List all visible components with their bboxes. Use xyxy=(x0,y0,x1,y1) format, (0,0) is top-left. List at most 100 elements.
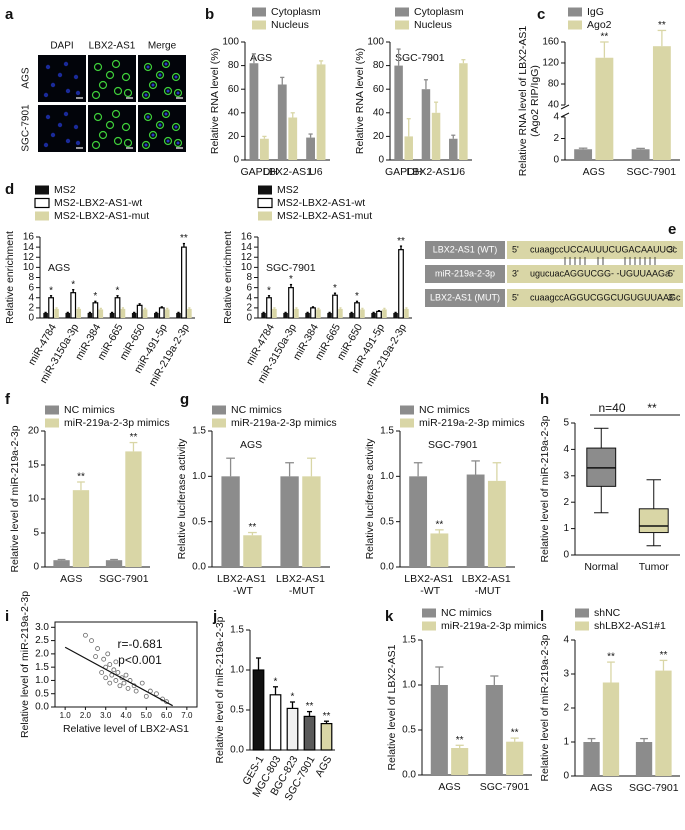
cell-signal xyxy=(141,140,151,150)
point xyxy=(99,670,105,675)
cell-signal xyxy=(161,109,171,119)
bar xyxy=(459,63,468,160)
bar xyxy=(280,476,299,567)
bar xyxy=(376,310,382,319)
nucleus-dot xyxy=(151,83,155,87)
x-tick-label: 4.0 xyxy=(120,711,132,720)
significance-label: ** xyxy=(660,650,668,661)
bar xyxy=(349,312,354,318)
y-axis-label: Relative level of miR-219a-2-3p xyxy=(214,616,226,763)
x-tick-label: U6 xyxy=(309,166,323,178)
legend-label: IgG xyxy=(587,6,604,18)
cell-signal xyxy=(155,120,165,130)
bar xyxy=(243,535,262,567)
chart-title: SGC-7901 xyxy=(266,262,316,274)
cell-signal xyxy=(111,109,121,119)
column-label: LBX2-AS1 xyxy=(89,41,136,52)
y-axis-label: Relative enrichment xyxy=(222,231,234,324)
sequence-name: LBX2-AS1 (MUT) xyxy=(430,292,500,302)
legend-swatch xyxy=(212,418,226,428)
bar xyxy=(269,694,282,751)
cell-signal xyxy=(141,90,151,100)
y-tick-label: 0.0 xyxy=(380,562,394,573)
sequence-end: 3' xyxy=(668,292,675,302)
bar xyxy=(631,149,650,160)
axis-break xyxy=(560,104,570,110)
significance-label: ** xyxy=(600,32,608,43)
cell-signal xyxy=(105,120,115,130)
x-tick-label: LBX2-AS1 -WT xyxy=(217,573,266,597)
point xyxy=(115,670,121,675)
legend-label: MS2-LBX2-AS1-wt xyxy=(277,197,365,209)
y-tick-label: 20 xyxy=(373,131,385,142)
nucleus-dot xyxy=(43,92,49,98)
bar xyxy=(54,308,59,318)
cell-signal xyxy=(155,70,165,80)
legend-label: shLBX2-AS1#1 xyxy=(594,620,666,632)
x-tick-label: 6.0 xyxy=(161,711,173,720)
bar xyxy=(487,480,506,567)
nucleus-dot xyxy=(65,88,71,94)
legend-swatch xyxy=(422,608,436,618)
significance-label: ** xyxy=(607,652,615,663)
y-tick-label: 1.0 xyxy=(380,471,394,482)
panel-letter: c xyxy=(537,6,545,23)
nucleus-dot xyxy=(174,125,178,129)
point xyxy=(154,691,159,697)
nucleus-dot xyxy=(166,139,170,143)
nucleus-dot xyxy=(176,141,180,145)
y-tick-label: 0 xyxy=(33,562,39,573)
y-axis-label: Relative level of miR-219a-2-3p xyxy=(539,415,551,562)
y-axis-label: Relative luciferase activity xyxy=(364,438,376,560)
y-tick-label: 6 xyxy=(28,282,34,293)
sequence-end: 5' xyxy=(512,292,519,302)
bar xyxy=(136,304,143,319)
nucleus-dot xyxy=(146,65,150,69)
significance-label: ** xyxy=(323,711,331,722)
bar xyxy=(283,312,288,318)
sequence-box xyxy=(507,265,683,283)
point xyxy=(101,656,107,662)
legend-swatch xyxy=(34,197,50,209)
y-tick-label: 40 xyxy=(373,107,385,118)
bar xyxy=(294,308,299,318)
y-tick-label: 0 xyxy=(233,155,239,166)
bar xyxy=(398,249,404,319)
legend-swatch xyxy=(400,418,414,428)
significance-label: ** xyxy=(456,735,464,746)
bar xyxy=(131,312,137,318)
x-tick-label: LBX2-AS1 -WT xyxy=(404,573,453,597)
y-tick-label: 12 xyxy=(241,252,253,263)
column-label: Merge xyxy=(148,41,177,52)
legend-swatch xyxy=(575,608,589,618)
bar xyxy=(221,476,240,567)
legend-swatch xyxy=(35,211,49,221)
y-tick-label: 2 xyxy=(553,133,559,144)
bar xyxy=(302,476,321,567)
nucleus-dot xyxy=(43,142,49,148)
legend-swatch xyxy=(258,185,272,195)
y-tick-label: 100 xyxy=(367,37,384,48)
x-tick-label: Normal xyxy=(584,561,618,573)
x-tick-label: 2.0 xyxy=(80,711,92,720)
bar xyxy=(652,46,671,161)
bar xyxy=(316,64,326,160)
legend-label: miR-219a-2-3p mimics xyxy=(419,417,525,429)
cell-signal xyxy=(143,112,153,122)
bar xyxy=(320,722,333,751)
y-tick-label: 0 xyxy=(378,155,384,166)
point xyxy=(143,693,149,699)
nucleus-dot xyxy=(63,61,69,67)
bar xyxy=(430,533,449,567)
y-tick-label: 5 xyxy=(33,528,39,539)
x-tick-label: U6 xyxy=(452,166,466,178)
nucleus-dot xyxy=(73,124,79,130)
y-axis-label: Relative RNA level of LBX2-AS1 xyxy=(517,26,529,177)
point xyxy=(125,686,131,691)
chart-title: AGS xyxy=(250,52,272,64)
y-tick-label: 4 xyxy=(563,444,569,455)
y-tick-label: 4 xyxy=(28,292,34,303)
y-tick-label: 0.5 xyxy=(380,516,394,527)
bar xyxy=(249,63,259,160)
